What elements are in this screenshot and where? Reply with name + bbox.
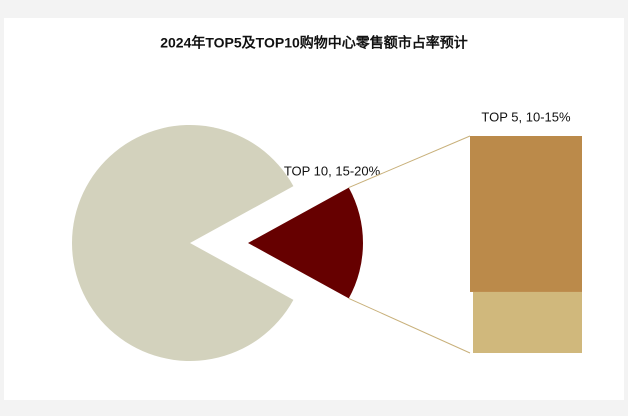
bar-label: TOP 5, 10-15%	[481, 109, 571, 124]
bar-segment	[473, 291, 582, 353]
connector-line	[348, 135, 471, 189]
bar-segment	[470, 136, 582, 292]
connector-line	[348, 297, 471, 354]
pie-slice	[248, 187, 364, 299]
slice-label: TOP 10, 15-20%	[284, 163, 381, 178]
chart-title: 2024年TOP5及TOP10购物中心零售额市占率预计	[160, 35, 468, 51]
pie-slice	[71, 124, 294, 361]
